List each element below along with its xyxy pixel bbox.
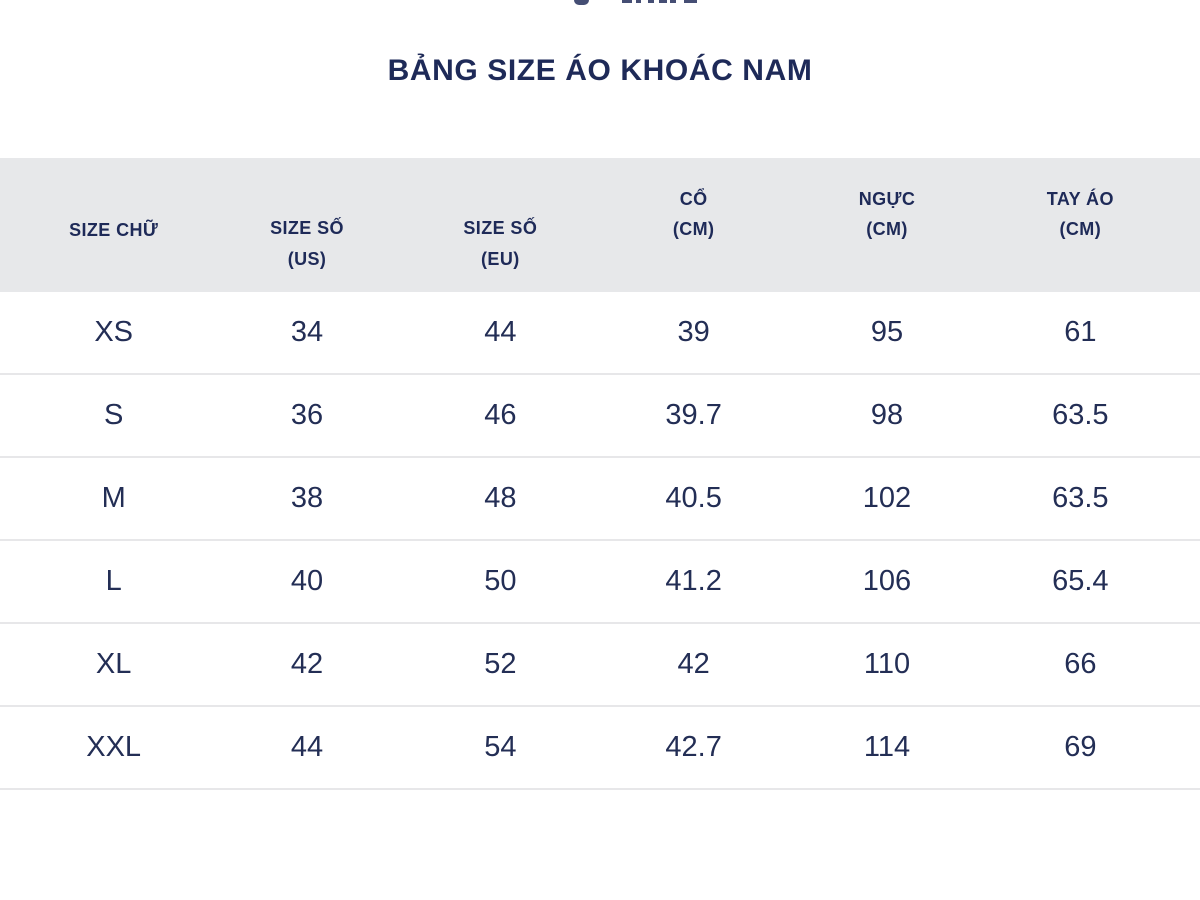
table-cell: XS xyxy=(94,316,133,348)
header-label: TAY ÁO xyxy=(1046,189,1114,209)
table-cell: 114 xyxy=(863,731,911,763)
table-cell: 102 xyxy=(862,482,912,514)
table-cell: 63.5 xyxy=(1052,399,1109,431)
table-cell: XL xyxy=(95,648,132,680)
table-cell: 44 xyxy=(290,731,324,763)
table-row-s: S 36 46 39.7 98 63.5 xyxy=(0,375,1200,458)
table-row-xs: XS 34 44 39 95 61 xyxy=(0,292,1200,375)
table-cell: 41.2 xyxy=(665,565,722,597)
table-cell: 46 xyxy=(484,399,517,431)
table-cell: 39.7 xyxy=(665,399,722,431)
header-label: SIZE SỐ xyxy=(463,218,538,238)
table-cell: 63.5 xyxy=(1052,482,1109,514)
table-cell: 34 xyxy=(290,316,324,348)
header-label: CỔ xyxy=(679,189,708,209)
header-cell-nguc: NGỰC (CM) xyxy=(790,158,983,292)
table-cell: 95 xyxy=(870,316,904,348)
header-sublabel: (US) xyxy=(287,249,327,269)
table-cell: 98 xyxy=(870,399,904,431)
cropped-text-fragment xyxy=(0,0,1200,8)
header-cell-size-so-us: SIZE SỐ (US) xyxy=(210,158,403,292)
table-cell: 40.5 xyxy=(665,482,722,514)
table-cell: 48 xyxy=(484,482,517,514)
table-cell: M xyxy=(101,482,126,514)
table-cell: 42 xyxy=(290,648,324,680)
table-cell: 106 xyxy=(862,565,912,597)
header-cell-size-so-eu: SIZE SỐ (EU) xyxy=(404,158,597,292)
size-table: SIZE CHỮ SIZE SỐ (US) SIZE SỐ (EU) CỔ (C… xyxy=(0,158,1200,790)
table-cell: 110 xyxy=(863,648,911,680)
table-cell: 52 xyxy=(484,648,517,680)
header-sublabel: (CM) xyxy=(866,219,908,239)
table-row-xl: XL 42 52 42 110 66 xyxy=(0,624,1200,707)
table-cell: L xyxy=(105,565,122,597)
header-label: NGỰC xyxy=(858,189,916,209)
table-cell: 36 xyxy=(290,399,324,431)
header-cell-size-chu: SIZE CHỮ xyxy=(17,158,210,292)
table-row-l: L 40 50 41.2 106 65.4 xyxy=(0,541,1200,624)
table-cell: 42.7 xyxy=(665,731,722,763)
table-cell: 42 xyxy=(677,648,710,680)
header-sublabel: (EU) xyxy=(481,249,520,269)
table-cell: 69 xyxy=(1064,731,1097,763)
header-label: SIZE CHỮ xyxy=(69,220,159,240)
table-cell: 66 xyxy=(1064,648,1097,680)
table-cell: XXL xyxy=(86,731,142,763)
header-sublabel: (CM) xyxy=(672,219,715,239)
page-title: BẢNG SIZE ÁO KHOÁC NAM xyxy=(387,54,813,87)
table-cell: 50 xyxy=(484,565,517,597)
header-label: SIZE SỐ xyxy=(270,218,344,238)
table-cell: 39 xyxy=(677,316,710,348)
table-row-m: M 38 48 40.5 102 63.5 xyxy=(0,458,1200,541)
table-cell: 61 xyxy=(1064,316,1097,348)
header-cell-co: CỔ (CM) xyxy=(597,158,790,292)
table-cell: S xyxy=(103,399,124,431)
table-cell: 40 xyxy=(290,565,324,597)
table-cell: 54 xyxy=(484,731,517,763)
header-cell-tay-ao: TAY ÁO (CM) xyxy=(984,158,1177,292)
table-cell: 65.4 xyxy=(1052,565,1109,597)
table-cell: 38 xyxy=(290,482,324,514)
table-cell: 44 xyxy=(484,316,517,348)
table-header-row: SIZE CHỮ SIZE SỐ (US) SIZE SỐ (EU) CỔ (C… xyxy=(0,158,1200,292)
table-row-xxl: XXL 44 54 42.7 114 69 xyxy=(0,707,1200,790)
header-sublabel: (CM) xyxy=(1059,219,1102,239)
